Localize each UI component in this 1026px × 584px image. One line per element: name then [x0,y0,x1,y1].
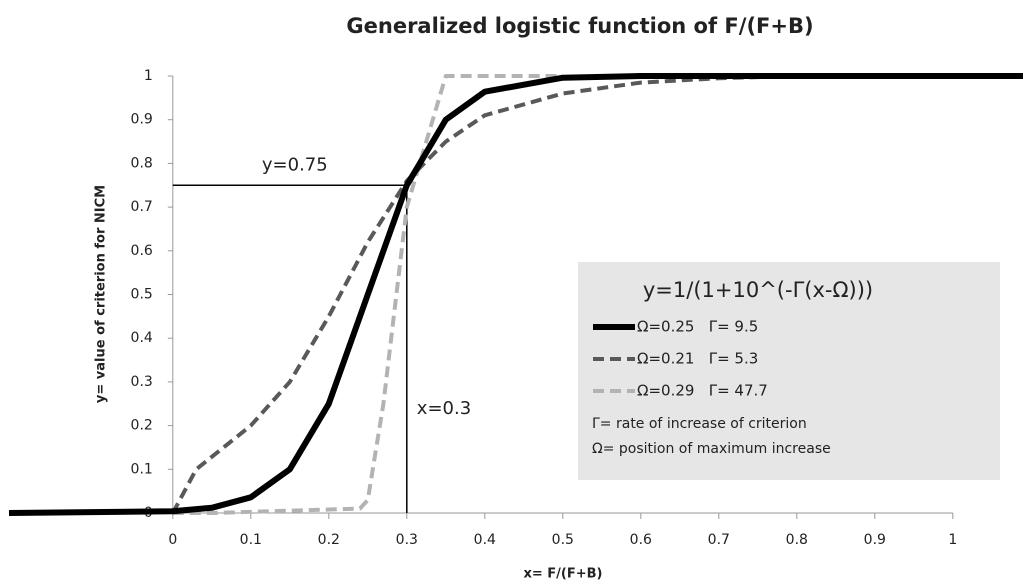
x-tick-label: 0.8 [786,532,808,548]
x-tick-label: 0.7 [708,532,730,548]
y-axis-label: y= value of criterion for NICM [94,185,109,403]
x-tick-label: 1 [948,532,957,548]
guide-label: x=0.3 [417,398,471,419]
y-tick-label: 0.6 [131,243,153,259]
y-tick-label: 0.5 [131,287,153,303]
legend-title: y=1/(1+10^(-Γ(x-Ω))) [643,278,873,302]
x-tick-label: 0.1 [240,532,262,548]
series-line [172,74,563,515]
legend-label: Ω=0.29 Γ= 47.7 [637,382,768,400]
x-tick-label: 0.3 [396,532,418,548]
legend-note: Ω= position of maximum increase [592,441,831,457]
series-line [8,73,1023,516]
chart-title: Generalized logistic function of F/(F+B) [346,14,813,38]
x-tick-label: 0.5 [552,532,574,548]
y-tick-label: 0.9 [131,112,153,128]
y-tick-label: 0.2 [131,418,153,434]
y-tick-label: 1 [144,68,153,84]
x-tick-label: 0.4 [474,532,496,548]
x-tick-label: 0.6 [630,532,652,548]
y-tick-label: 0.8 [131,155,153,171]
y-tick-label: 0.4 [131,330,153,346]
y-tick-label: 0.1 [131,461,153,477]
x-axis-label: x= F/(F+B) [524,567,603,582]
legend-box [578,262,1000,480]
legend-label: Ω=0.21 Γ= 5.3 [637,350,758,368]
guide-label: y=0.75 [262,154,328,175]
x-tick-label: 0.9 [864,532,886,548]
y-tick-label: 0.7 [131,199,153,215]
x-tick-label: 0 [168,532,177,548]
legend-note: Γ= rate of increase of criterion [592,416,807,432]
y-tick-label: 0.3 [131,374,153,390]
x-tick-label: 0.2 [318,532,340,548]
legend-label: Ω=0.25 Γ= 9.5 [637,318,758,336]
